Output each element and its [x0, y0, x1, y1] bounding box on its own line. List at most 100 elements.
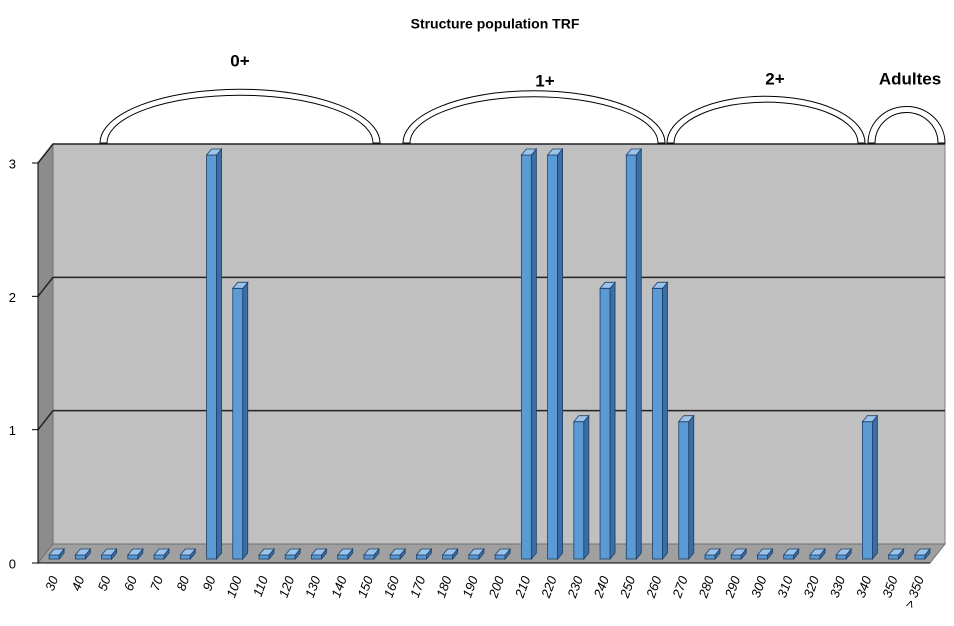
bar-face [216, 147, 222, 561]
bar [48, 547, 65, 561]
bar [153, 547, 170, 561]
x-tick-label: 100 [223, 573, 245, 599]
bar-face [782, 548, 800, 556]
x-tick-label: 250 [616, 573, 638, 600]
bar [861, 414, 879, 561]
bar-face [494, 554, 506, 560]
bar [231, 281, 249, 561]
bar [205, 147, 223, 561]
x-tick-label: 40 [68, 573, 87, 592]
bar-face [179, 548, 197, 556]
bracket-arc [666, 95, 866, 144]
bar-face [625, 154, 637, 560]
bar-face [887, 548, 905, 556]
bar-face [704, 554, 716, 560]
bar-face [100, 548, 118, 556]
x-tick-label: 230 [564, 573, 586, 600]
bar [179, 547, 197, 561]
bracket-arc [867, 105, 946, 144]
x-tick-label: 310 [774, 573, 796, 599]
bar-face [126, 548, 144, 556]
bar-face [284, 554, 296, 560]
bar-face [599, 287, 611, 560]
bracket-arc [99, 88, 381, 144]
x-tick-label: 120 [276, 573, 298, 599]
x-tick-label: 240 [590, 573, 612, 600]
bar-face [284, 548, 302, 556]
bar [914, 547, 931, 561]
bar-face [74, 554, 86, 560]
bar-face [242, 281, 249, 561]
y-tick-label: 0 [9, 556, 16, 571]
x-tick-label: > 350 [902, 573, 928, 610]
annotation: 2+ [765, 69, 784, 88]
bar-face [258, 554, 270, 560]
y-tick-label: 3 [9, 156, 16, 171]
bar [415, 547, 433, 561]
bar [809, 547, 826, 561]
bar-face [756, 548, 774, 556]
x-tick-label: 180 [433, 573, 455, 599]
bar [782, 547, 800, 561]
x-tick-label: 70 [147, 573, 166, 592]
annotation: Adultes [879, 69, 941, 88]
bar-face [730, 548, 748, 556]
x-tick-label: 300 [748, 573, 770, 599]
bar [126, 547, 144, 561]
bar [389, 547, 407, 561]
bar-face [662, 281, 668, 561]
bar-face [363, 554, 375, 560]
bar-face [153, 548, 170, 556]
x-tick-label: 270 [669, 573, 691, 600]
x-tick-label: 350 [879, 573, 901, 599]
bar-face [609, 281, 616, 561]
bar [546, 147, 564, 561]
bar-face [835, 554, 847, 560]
annotation: 0+ [230, 51, 249, 70]
chart-title: Structure population TRF [411, 16, 580, 32]
x-tick-label: 150 [354, 573, 376, 599]
bar-face [179, 554, 191, 560]
bar-face [336, 548, 354, 556]
bar-face [101, 554, 112, 560]
bar [572, 414, 590, 561]
bar [363, 547, 380, 561]
x-tick-label: 260 [643, 573, 665, 600]
bar [599, 281, 616, 561]
bar [887, 547, 905, 561]
bar-face [494, 548, 511, 556]
bar-face [153, 554, 165, 560]
bar [730, 547, 748, 561]
x-tick-label: 80 [173, 573, 192, 592]
bar-face [74, 548, 92, 556]
bar [651, 281, 669, 561]
x-tick-label: 50 [95, 573, 114, 592]
x-tick-label: 320 [800, 573, 822, 599]
bar-face [232, 287, 244, 560]
x-tick-label: 90 [200, 573, 219, 592]
bar-face [914, 548, 931, 556]
bar-face [547, 154, 558, 560]
bar-face [888, 554, 900, 560]
bar-face [48, 548, 65, 556]
bar-face [599, 281, 616, 289]
x-tick-label: 110 [250, 573, 271, 598]
bracket-arc [402, 90, 666, 144]
bar [468, 547, 485, 561]
bar [704, 547, 721, 561]
bar-face [206, 154, 217, 560]
bar [441, 547, 459, 561]
bar [494, 547, 511, 561]
bar-face [635, 147, 642, 561]
bar-face [557, 147, 563, 561]
bar-face [441, 548, 459, 556]
back-wall [52, 143, 946, 545]
x-tick-label: 130 [302, 573, 324, 599]
bar-face [678, 421, 690, 560]
bar [677, 414, 695, 561]
bar-face [914, 554, 926, 560]
y-tick-label: 1 [9, 423, 16, 438]
x-tick-label: 60 [121, 573, 140, 592]
bar [74, 547, 92, 561]
